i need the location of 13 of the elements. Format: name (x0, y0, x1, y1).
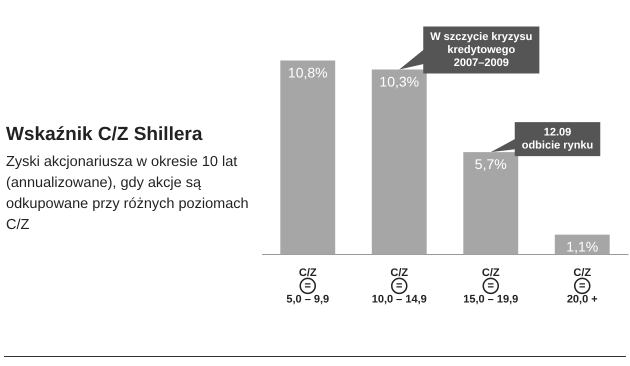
data-label: 1,1% (566, 238, 598, 255)
x-tick-label: C/Z = 20,0 + (566, 267, 598, 306)
x-tick-label: C/Z = 10,0 – 14,9 (372, 267, 427, 306)
data-label: 10,3% (379, 73, 420, 90)
data-label: 5,7% (474, 156, 507, 172)
bar (280, 60, 336, 254)
annotation: W szczycie kryzysu kredytowego 2007–2009 (430, 31, 532, 70)
data-label: 10,8% (288, 64, 328, 80)
text: Zyski akcjonariusza w okresie 10 lat (annualizowane), gdy akcje są odkupowane przy różnych poziomach C/Z (6, 153, 250, 235)
annotation: 12.09 odbicie rynku (522, 126, 594, 152)
text: Wskaźnik C/Z Shillera (6, 124, 202, 146)
x-tick-label: C/Z = 15,0 – 19,9 (463, 267, 518, 306)
x-tick-label: C/Z = 5,0 – 9,9 (286, 267, 330, 306)
